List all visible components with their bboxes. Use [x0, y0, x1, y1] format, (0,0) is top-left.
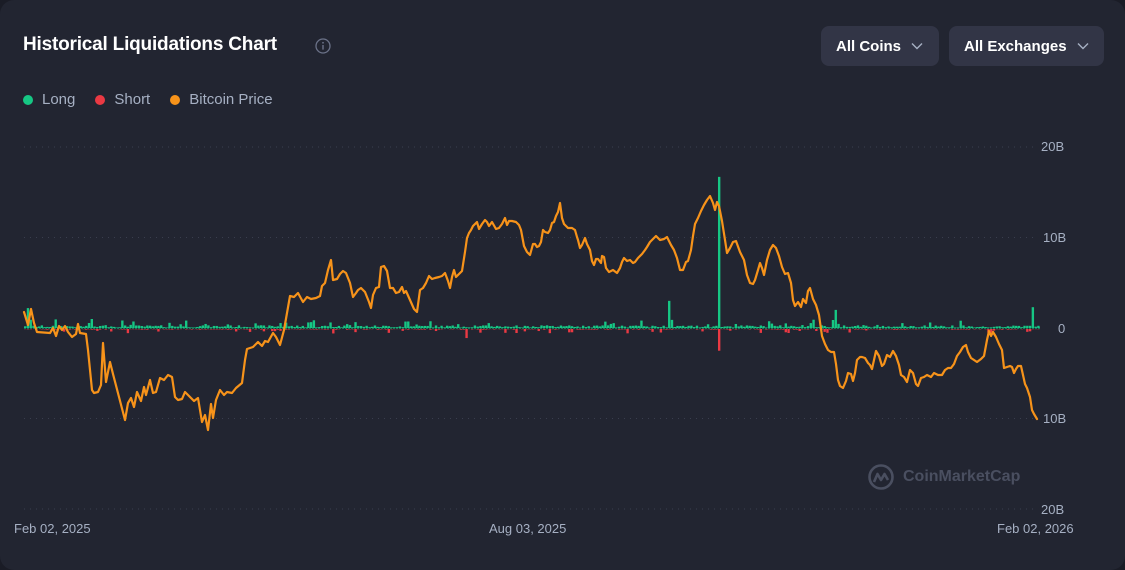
legend-item-short[interactable]: Short	[95, 91, 150, 108]
bitcoin-price-dot-icon	[170, 94, 181, 105]
legend-item-bitcoin-price[interactable]: Bitcoin Price	[170, 91, 273, 108]
legend-label: Long	[42, 91, 76, 108]
x-tick-mid: Aug 03, 2025	[489, 521, 567, 536]
coinmarketcap-logo-icon	[868, 464, 894, 490]
long-dot-icon	[23, 94, 33, 105]
coinmarketcap-watermark: CoinMarketCap	[867, 463, 1020, 491]
x-tick-end: Feb 02, 2026	[997, 521, 1074, 536]
chart-legend: Long Short Bitcoin Price	[23, 91, 273, 108]
x-tick-start: Feb 02, 2025	[14, 521, 91, 536]
y-tick-10b-top: 10B	[1043, 230, 1067, 245]
all-coins-label: All Coins	[836, 37, 902, 55]
legend-label: Bitcoin Price	[189, 91, 273, 108]
legend-item-long[interactable]: Long	[23, 91, 75, 108]
chevron-down-icon	[1077, 43, 1089, 50]
watermark-text: CoinMarketCap	[903, 468, 1021, 485]
liquidation-bars	[24, 176, 1040, 351]
y-tick-20b-bottom: 20B	[1041, 502, 1065, 517]
all-exchanges-label: All Exchanges	[964, 37, 1067, 55]
info-icon[interactable]	[315, 38, 331, 54]
chevron-down-icon	[911, 43, 923, 50]
all-exchanges-dropdown[interactable]: All Exchanges	[949, 26, 1104, 66]
all-coins-dropdown[interactable]: All Coins	[821, 26, 939, 66]
y-tick-zero: 0	[1058, 321, 1066, 336]
bitcoin-price-line	[22, 194, 1039, 432]
y-tick-10b-bottom: 10B	[1043, 411, 1067, 426]
short-dot-icon	[95, 94, 106, 105]
y-tick-20b-top: 20B	[1041, 139, 1065, 154]
page-title: Historical Liquidations Chart	[23, 34, 277, 55]
legend-label: Short	[114, 91, 151, 108]
